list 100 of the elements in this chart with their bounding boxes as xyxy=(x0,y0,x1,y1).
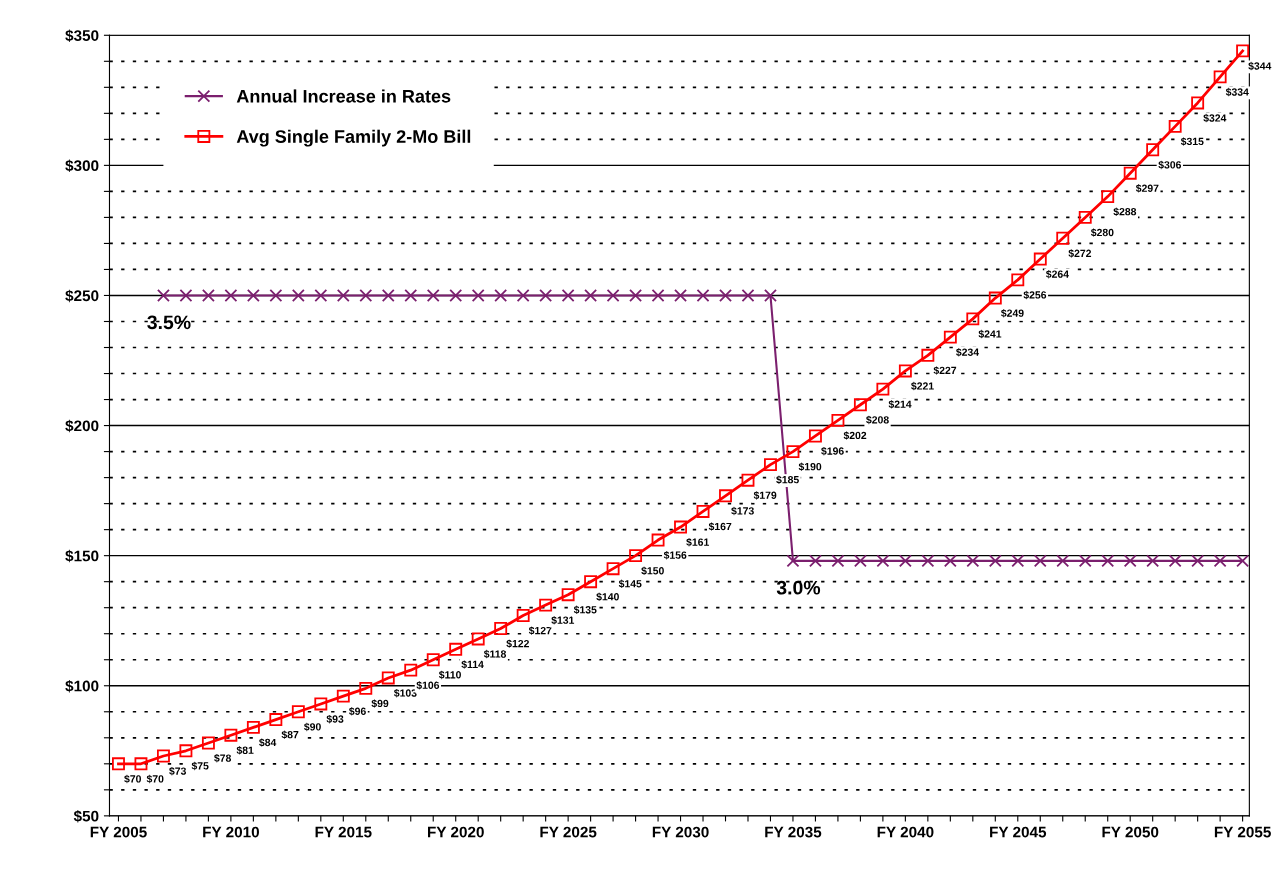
data-label: $221 xyxy=(911,381,934,391)
point xyxy=(1146,143,1160,157)
point xyxy=(876,554,890,568)
point xyxy=(786,445,800,459)
data-label: $179 xyxy=(753,491,777,500)
point xyxy=(1056,554,1070,568)
point xyxy=(269,289,283,302)
point xyxy=(629,289,643,302)
data-label: $190 xyxy=(798,462,822,472)
point xyxy=(1168,119,1182,133)
point xyxy=(629,549,643,563)
point xyxy=(943,554,957,568)
point xyxy=(561,289,575,302)
x-tick-label: FY 2055 xyxy=(1214,826,1271,838)
point xyxy=(1191,96,1205,110)
point xyxy=(449,289,463,302)
point xyxy=(606,562,620,576)
point xyxy=(1236,554,1250,568)
point xyxy=(156,749,170,763)
data-label: $106 xyxy=(416,681,440,690)
data-label: $173 xyxy=(731,506,754,516)
data-label: $272 xyxy=(1068,249,1092,258)
data-label: $118 xyxy=(483,649,507,659)
x-tick-label: FY 2010 xyxy=(203,826,260,838)
point xyxy=(831,413,845,427)
data-label: $93 xyxy=(326,714,344,724)
point xyxy=(471,632,485,646)
point xyxy=(741,289,755,302)
point xyxy=(269,713,283,727)
data-label: $156 xyxy=(663,550,687,560)
point xyxy=(201,289,215,302)
point xyxy=(336,289,350,302)
point xyxy=(224,728,238,742)
data-label: $70 xyxy=(124,774,141,784)
point xyxy=(291,289,305,302)
point xyxy=(1213,70,1227,84)
point xyxy=(606,289,620,302)
point xyxy=(359,681,373,695)
data-label: $70 xyxy=(146,774,164,784)
y-tick-label: $200 xyxy=(65,419,99,433)
annotation: 3.0% xyxy=(776,580,821,595)
y-tick-label: $350 xyxy=(65,29,99,42)
data-label: $241 xyxy=(978,329,1002,339)
legend-label: Avg Single Family 2-Mo Bill xyxy=(236,129,471,147)
y-tick-label: $250 xyxy=(65,289,99,303)
point xyxy=(853,398,867,412)
point xyxy=(853,554,867,568)
data-label: $208 xyxy=(866,415,889,425)
data-label: $280 xyxy=(1090,228,1114,237)
point xyxy=(1123,166,1137,180)
point xyxy=(179,744,193,758)
point xyxy=(314,289,328,302)
data-label: $87 xyxy=(281,730,299,740)
point xyxy=(898,364,912,378)
point xyxy=(764,289,777,302)
point xyxy=(449,642,463,656)
point xyxy=(381,289,395,302)
point xyxy=(561,588,575,602)
point xyxy=(966,312,980,326)
point xyxy=(584,289,598,302)
data-label: $234 xyxy=(956,348,980,357)
data-label: $288 xyxy=(1113,207,1137,217)
point xyxy=(112,757,125,771)
point xyxy=(719,289,732,302)
data-label: $131 xyxy=(551,616,575,625)
data-label: $127 xyxy=(528,626,552,635)
point xyxy=(539,598,553,612)
data-label: $135 xyxy=(573,605,597,615)
data-label: $185 xyxy=(776,475,799,485)
point xyxy=(1123,554,1137,568)
data-label: $75 xyxy=(191,761,209,771)
data-label: $99 xyxy=(371,699,389,708)
point xyxy=(719,489,732,503)
data-label: $324 xyxy=(1203,113,1227,123)
point xyxy=(1011,554,1025,568)
point xyxy=(674,520,688,534)
point xyxy=(314,697,328,711)
data-label: $315 xyxy=(1180,137,1204,146)
data-label: $84 xyxy=(259,738,277,747)
point xyxy=(246,289,260,302)
y-tick-label: $300 xyxy=(65,159,99,173)
data-label: $90 xyxy=(304,722,321,732)
x-tick-label: FY 2050 xyxy=(1102,826,1159,838)
data-label: $150 xyxy=(641,566,664,576)
data-label: $114 xyxy=(461,660,484,669)
point xyxy=(741,473,755,487)
point xyxy=(381,671,395,685)
point xyxy=(1146,554,1160,568)
point xyxy=(921,348,935,362)
data-label: $140 xyxy=(596,592,619,602)
point xyxy=(764,458,777,472)
point xyxy=(808,429,822,443)
data-label: $78 xyxy=(214,753,232,763)
point xyxy=(404,663,418,677)
point xyxy=(516,609,530,622)
point xyxy=(539,289,553,302)
point xyxy=(179,289,193,302)
point xyxy=(988,291,1002,305)
data-label: $73 xyxy=(169,766,186,776)
data-label: $167 xyxy=(708,522,732,531)
